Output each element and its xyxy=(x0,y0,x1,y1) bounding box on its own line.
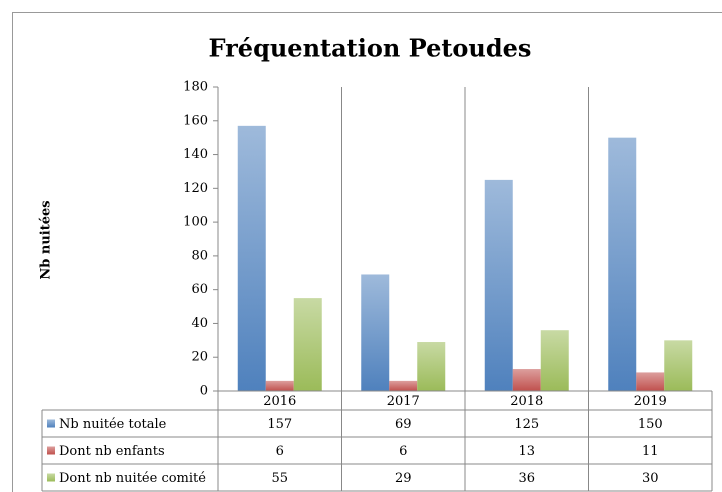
legend-swatch xyxy=(47,419,55,428)
y-tick-label: 0 xyxy=(200,384,208,399)
y-tick-label: 180 xyxy=(183,80,208,95)
y-tick-label: 20 xyxy=(191,350,208,365)
legend-swatch xyxy=(47,473,55,482)
table-value: 29 xyxy=(395,471,412,486)
table-value: 11 xyxy=(642,444,659,459)
chart-frame xyxy=(12,12,722,492)
x-tick-label: 2017 xyxy=(387,394,420,409)
bar xyxy=(608,137,637,391)
bar xyxy=(293,298,322,391)
bar xyxy=(237,125,266,391)
x-tick-label: 2019 xyxy=(634,394,667,409)
bar xyxy=(484,179,513,391)
legend-label: Dont nb enfants xyxy=(59,444,165,459)
y-tick-label: 140 xyxy=(183,147,208,162)
table-value: 55 xyxy=(271,471,288,486)
y-tick-label: 40 xyxy=(191,316,208,331)
legend-label: Nb nuitée totale xyxy=(59,417,167,432)
x-tick-label: 2016 xyxy=(263,394,296,409)
chart-title: Fréquentation Petoudes xyxy=(209,34,532,63)
y-tick-label: 160 xyxy=(183,113,208,128)
table-value: 6 xyxy=(276,444,284,459)
y-tick-label: 80 xyxy=(191,248,208,263)
bar xyxy=(265,380,294,391)
legend-swatch xyxy=(47,446,55,455)
y-tick-label: 60 xyxy=(191,282,208,297)
table-value: 30 xyxy=(642,471,659,486)
bar xyxy=(417,342,446,391)
x-tick-label: 2018 xyxy=(510,394,543,409)
bar xyxy=(636,372,665,391)
y-tick-label: 100 xyxy=(183,215,208,230)
table-value: 13 xyxy=(518,444,535,459)
table-value: 69 xyxy=(395,417,412,432)
bar xyxy=(664,340,693,391)
bar xyxy=(389,380,418,391)
table-value: 36 xyxy=(518,471,535,486)
bar xyxy=(512,369,541,391)
table-value: 157 xyxy=(267,417,292,432)
table-value: 150 xyxy=(638,417,663,432)
table-value: 125 xyxy=(514,417,539,432)
legend-label: Dont nb nuitée comité xyxy=(59,471,206,486)
table-value: 6 xyxy=(399,444,407,459)
y-axis-title: Nb nuitées xyxy=(39,200,54,279)
y-tick-label: 120 xyxy=(183,181,208,196)
bar xyxy=(540,330,569,391)
bar xyxy=(361,274,390,391)
